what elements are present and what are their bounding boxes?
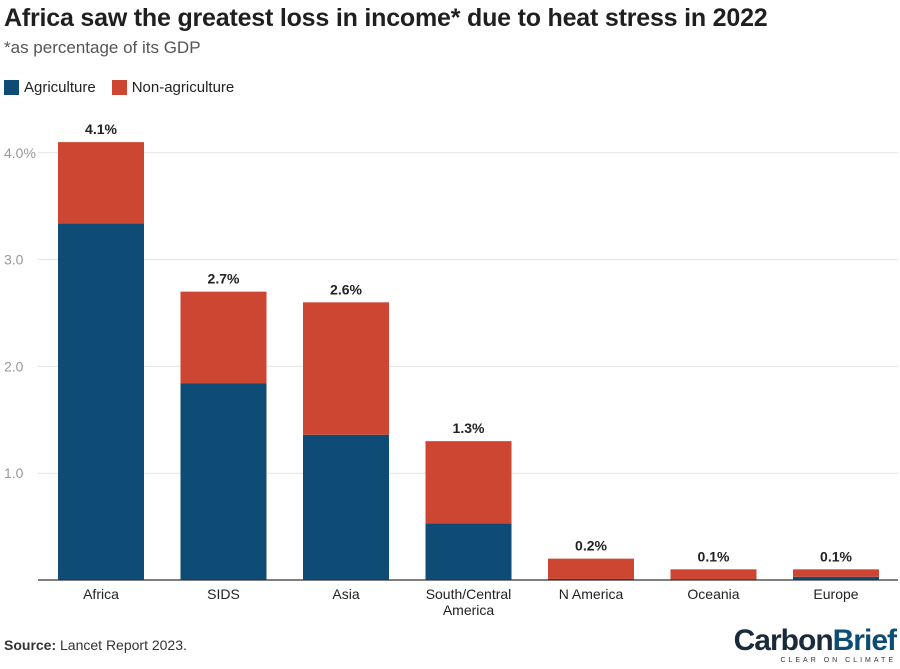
bar-non-agriculture-south-central-america — [425, 441, 512, 524]
total-label-africa: 4.1% — [85, 121, 117, 137]
logo-wordmark: CarbonBrief — [733, 624, 897, 657]
carbonbrief-logo: CarbonBrief CLEAR ON CLIMATE — [733, 624, 897, 665]
total-label-south-central-america: 1.3% — [453, 420, 485, 436]
bar-non-agriculture-sids — [180, 291, 267, 384]
total-label-asia: 2.6% — [330, 281, 362, 297]
logo-tagline: CLEAR ON CLIMATE — [780, 657, 896, 664]
legend-label-non-agriculture: Non-agriculture — [131, 79, 235, 96]
legend-item-non-agriculture: Non-agriculture — [111, 79, 235, 96]
legend-swatch-agriculture — [4, 80, 19, 95]
x-tick-label-south-central-america: South/Central America — [426, 586, 512, 618]
x-tick-label-sids: SIDS — [207, 586, 240, 602]
legend: Agriculture Non-agriculture — [4, 79, 250, 96]
logo-brief: Brief — [832, 624, 897, 657]
legend-item-agriculture: Agriculture — [4, 79, 96, 96]
source-note: Source: Lancet Report 2023. — [4, 637, 187, 653]
legend-label-agriculture: Agriculture — [24, 79, 96, 96]
logo-carbon: Carbon — [733, 624, 834, 657]
bar-non-agriculture-africa — [58, 142, 144, 224]
x-tick-label-asia: Asia — [332, 586, 359, 602]
y-tick-label: 1.0 — [4, 465, 24, 481]
bar-agriculture-europe — [793, 576, 879, 580]
y-tick-label: 4.0% — [4, 145, 36, 161]
legend-swatch-non-agriculture — [111, 80, 127, 95]
bar-non-agriculture-n-america — [548, 558, 634, 579]
total-label-sids: 2.7% — [208, 271, 240, 287]
bar-agriculture-south-central-america — [425, 523, 512, 580]
bar-non-agriculture-asia — [303, 302, 389, 435]
bar-agriculture-asia — [303, 434, 389, 580]
total-label-n-america: 0.2% — [575, 538, 607, 554]
chart-title: Africa saw the greatest loss in income* … — [4, 4, 768, 32]
source-text: Lancet Report 2023. — [60, 637, 187, 653]
x-tick-label-n-america: N America — [559, 586, 624, 602]
y-tick-label: 2.0 — [4, 358, 24, 374]
bar-non-agriculture-oceania — [670, 569, 757, 580]
total-label-oceania: 0.1% — [698, 548, 730, 564]
y-tick-label: 3.0 — [4, 252, 24, 268]
total-label-europe: 0.1% — [820, 548, 852, 564]
bar-non-agriculture-europe — [793, 569, 879, 577]
chart-subtitle: *as percentage of its GDP — [4, 38, 201, 57]
bar-agriculture-africa — [58, 223, 144, 580]
x-tick-label-oceania: Oceania — [687, 586, 739, 602]
bar-agriculture-sids — [180, 383, 267, 580]
x-tick-label-africa: Africa — [83, 586, 119, 602]
source-label: Source: — [4, 637, 57, 653]
x-tick-label-europe: Europe — [813, 586, 858, 602]
